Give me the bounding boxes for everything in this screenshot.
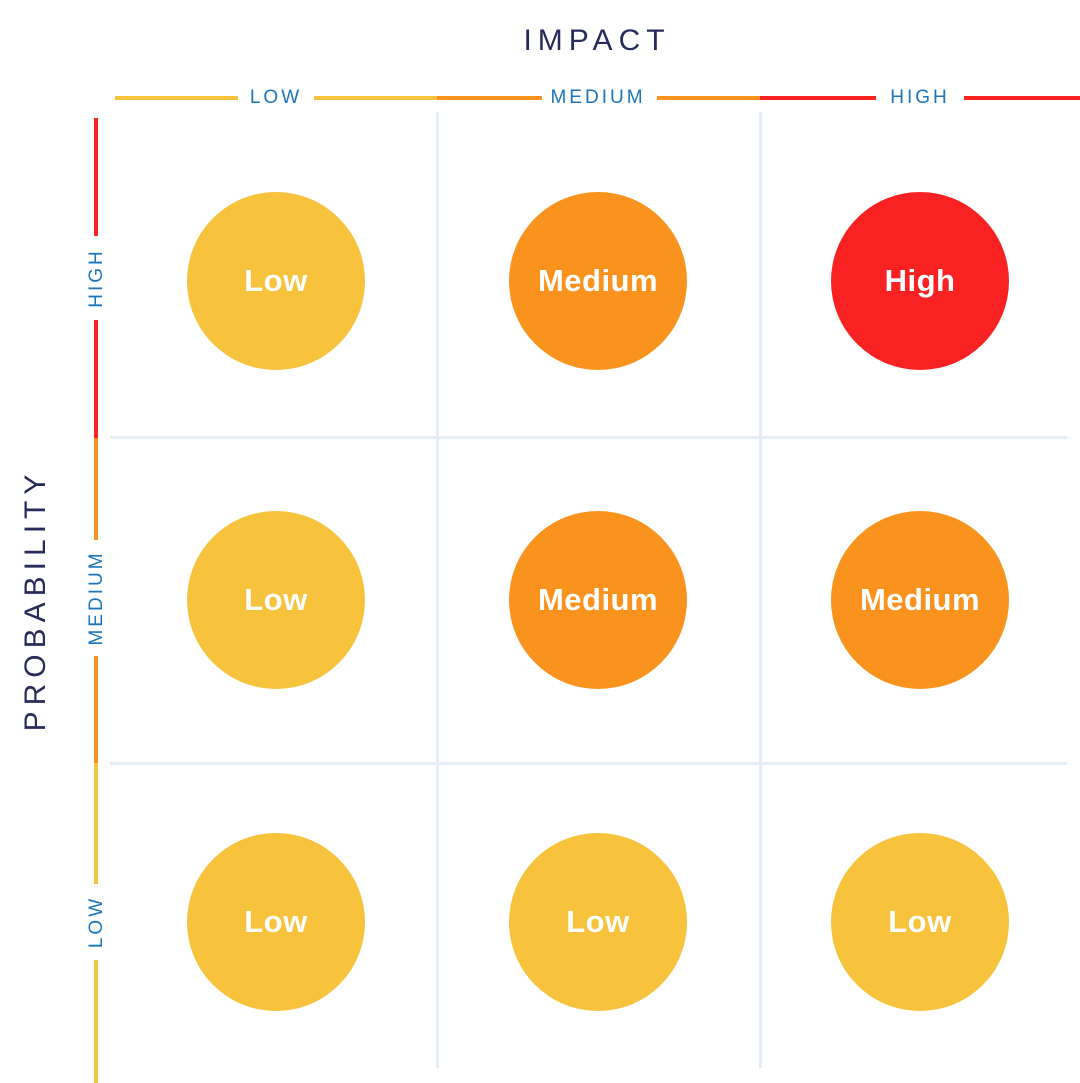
- probability-axis-segment-high-bottom: [94, 320, 98, 438]
- impact-axis-label-medium: MEDIUM: [550, 87, 646, 109]
- probability-axis-segment-low-bottom: [94, 960, 98, 1083]
- risk-bubble-medium-prob-medium-impact: Medium: [509, 511, 687, 689]
- impact-axis-label-high: HIGH: [890, 87, 950, 109]
- risk-bubble-high-prob-high-impact: High: [831, 192, 1009, 370]
- risk-bubble-medium-prob-low-impact: Low: [187, 511, 365, 689]
- probability-axis-segment-medium-bottom: [94, 656, 98, 763]
- grid-line-vertical-2: [759, 112, 762, 1068]
- risk-bubble-label: Medium: [537, 582, 659, 617]
- risk-bubble-medium-prob-high-impact: Medium: [831, 511, 1009, 689]
- risk-bubble-label: Low: [566, 904, 630, 939]
- probability-axis-segment-high-top: [94, 118, 98, 236]
- risk-bubble-low-prob-high-impact: Low: [831, 833, 1009, 1011]
- probability-axis-segment-low-top: [94, 763, 98, 884]
- impact-axis-segment-low-right: [314, 96, 437, 100]
- risk-bubble-low-prob-low-impact: Low: [187, 833, 365, 1011]
- grid-line-horizontal-2: [110, 762, 1067, 765]
- risk-bubble-label: High: [884, 263, 956, 298]
- risk-bubble-high-prob-medium-impact: Medium: [509, 192, 687, 370]
- risk-bubble-label: Low: [888, 904, 952, 939]
- risk-bubble-label: Low: [244, 904, 308, 939]
- risk-bubble-label: Low: [244, 582, 308, 617]
- impact-axis-segment-high-left: [760, 96, 876, 100]
- impact-axis-label-low: LOW: [249, 87, 303, 109]
- probability-axis-label-low: LOW: [86, 895, 108, 949]
- grid-line-vertical-1: [436, 112, 439, 1068]
- x-axis-title: IMPACT: [523, 24, 671, 57]
- risk-bubble-label: Low: [244, 263, 308, 298]
- grid-line-horizontal-1: [110, 436, 1067, 439]
- impact-axis-segment-medium-left: [437, 96, 542, 100]
- probability-axis-label-high: HIGH: [86, 248, 108, 308]
- risk-bubble-high-prob-low-impact: Low: [187, 192, 365, 370]
- impact-axis-segment-medium-right: [657, 96, 760, 100]
- probability-axis-label-medium: MEDIUM: [86, 550, 108, 646]
- risk-bubble-label: Medium: [859, 582, 981, 617]
- risk-bubble-low-prob-medium-impact: Low: [509, 833, 687, 1011]
- y-axis-title: PROBABILITY: [19, 468, 52, 732]
- impact-axis-segment-high-right: [964, 96, 1080, 100]
- impact-axis-segment-low-left: [115, 96, 238, 100]
- probability-axis-segment-medium-top: [94, 438, 98, 540]
- risk-bubble-label: Medium: [537, 263, 659, 298]
